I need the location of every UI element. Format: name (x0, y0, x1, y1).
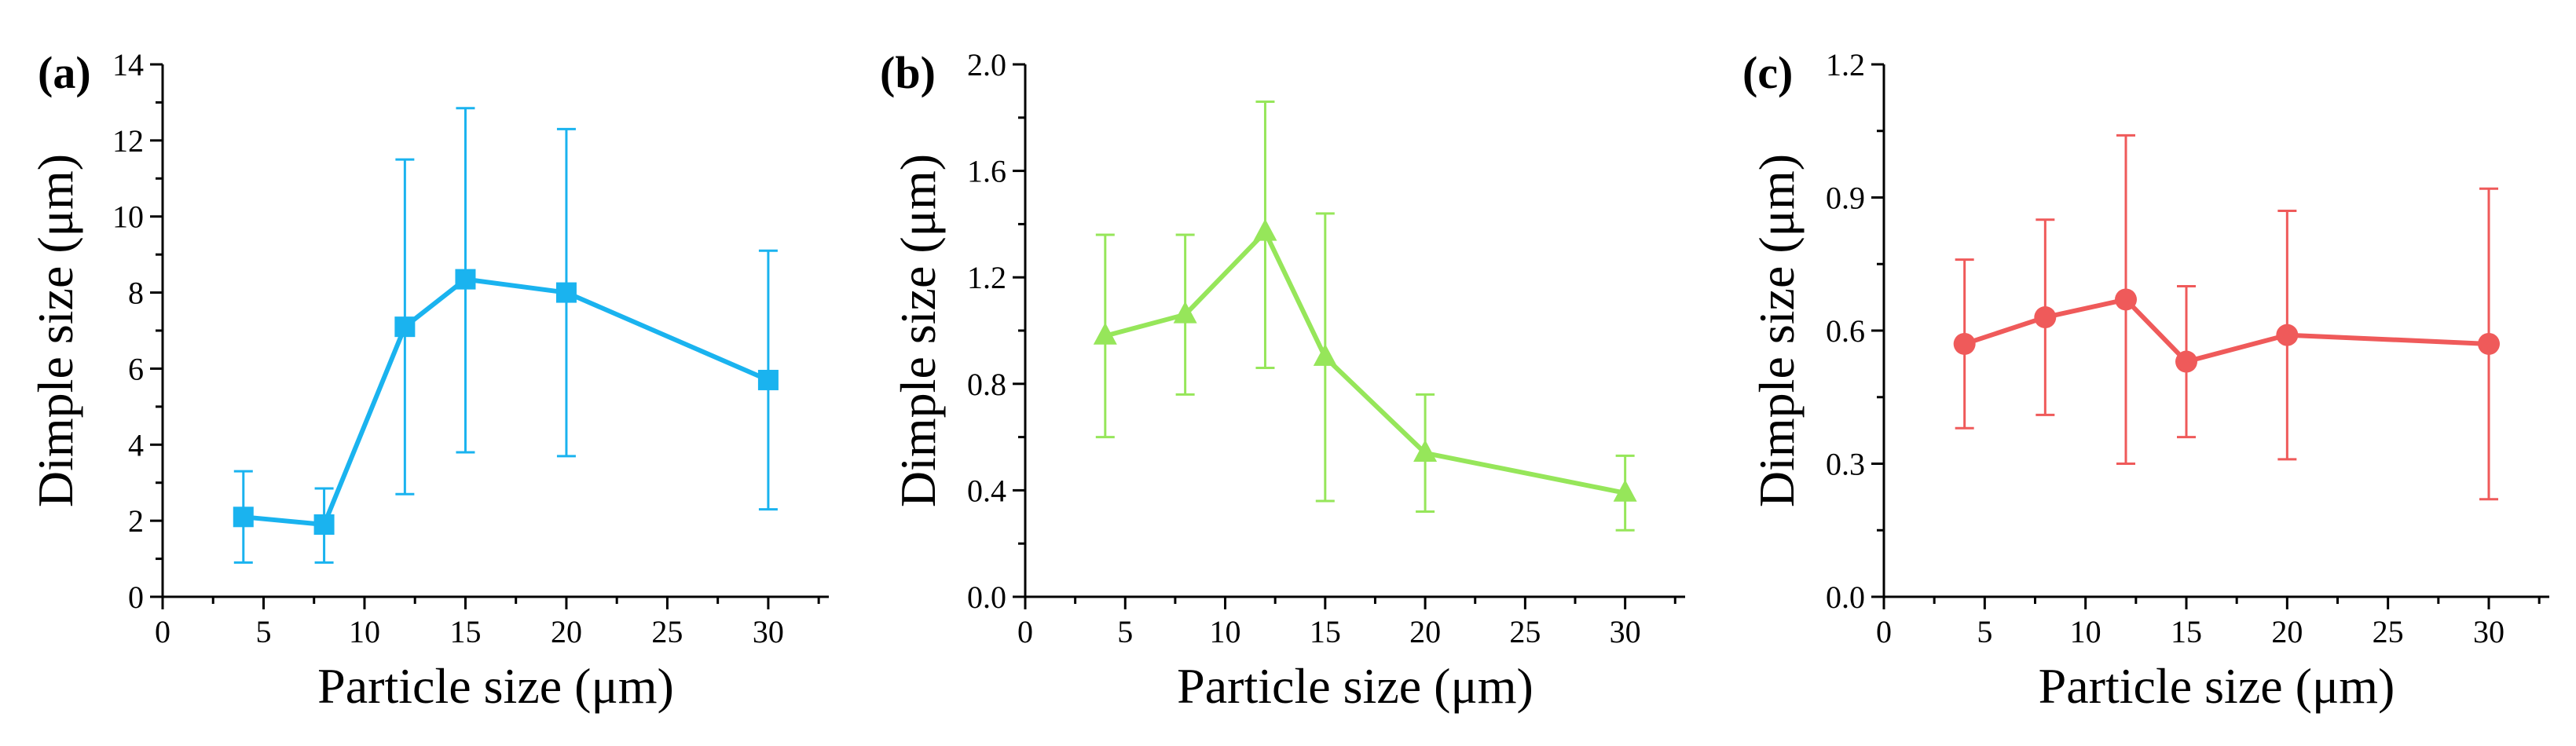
data-point-square (233, 506, 254, 528)
y-tick-label: 1.6 (967, 154, 1006, 189)
panel-label: (c) (1742, 47, 1793, 98)
x-axis-title: Particle size (μm) (1177, 658, 1534, 714)
x-tick-label: 5 (255, 614, 271, 649)
series-line (1963, 297, 2490, 364)
y-tick-label: 0.0 (1826, 580, 1865, 615)
x-tick-label: 15 (449, 614, 481, 649)
data-point-triangle (1413, 439, 1438, 462)
data-point-triangle (1093, 322, 1117, 345)
y-tick-label: 14 (112, 47, 144, 82)
data-point-square (455, 269, 476, 290)
x-tick-label: 5 (1117, 614, 1133, 649)
y-tick-label: 0.3 (1826, 447, 1865, 482)
data-point-square (313, 514, 335, 535)
x-tick-label: 30 (2473, 614, 2505, 649)
y-tick-label: 0.0 (967, 580, 1006, 615)
data-point-circle (2276, 324, 2299, 346)
x-tick-label: 20 (551, 614, 582, 649)
x-tick-label: 20 (2271, 614, 2303, 649)
y-axis-title: Dimple size (μm) (890, 154, 946, 507)
x-tick-label: 5 (1977, 614, 1992, 649)
x-tick-label: 15 (2171, 614, 2202, 649)
data-point-circle (1953, 332, 1976, 355)
y-tick-label: 8 (128, 276, 144, 311)
x-tick-label: 0 (1017, 614, 1033, 649)
panel-a: 0 5 10 15 20 25 30 0 2 4 6 8 10 12 14 Particle size (μm… (27, 47, 829, 714)
y-tick-label: 2.0 (967, 47, 1006, 82)
y-tick-label: 12 (112, 123, 144, 159)
x-tick-label: 0 (155, 614, 170, 649)
y-tick-label: 4 (128, 427, 144, 463)
data-point-circle (2478, 332, 2500, 355)
x-tick-label: 10 (2070, 614, 2101, 649)
y-tick-label: 0 (128, 580, 144, 615)
x-tick-label: 15 (1310, 614, 1341, 649)
data-point-triangle (1253, 218, 1277, 241)
data-point-square (394, 316, 416, 338)
x-axis-title: Particle size (μm) (317, 658, 674, 714)
y-tick-label: 10 (112, 199, 144, 235)
y-tick-label: 1.2 (967, 260, 1006, 295)
y-axis-title: Dimple size (μm) (1749, 154, 1805, 507)
x-tick-label: 30 (1610, 614, 1641, 649)
x-tick-label: 0 (1876, 614, 1892, 649)
panel-c: 0 5 10 15 20 25 30 0.0 0.3 0.6 0.9 1.2 Particle size… (1742, 47, 2549, 714)
series-line (1105, 229, 1626, 496)
x-tick-label: 10 (1210, 614, 1241, 649)
data-point-square (757, 369, 779, 390)
x-tick-label: 30 (753, 614, 784, 649)
x-tick-label: 20 (1409, 614, 1441, 649)
x-tick-label: 10 (349, 614, 380, 649)
data-point-circle (2034, 306, 2057, 329)
y-tick-label: 6 (128, 351, 144, 386)
y-tick-label: 1.2 (1826, 47, 1865, 82)
x-tick-label: 25 (1509, 614, 1541, 649)
panel-b: 0 5 10 15 20 25 30 0.0 0.4 0.8 1.2 1.6 2.0 Particle s… (880, 47, 1685, 714)
y-tick-label: 2 (128, 503, 144, 539)
y-tick-label: 0.6 (1826, 313, 1865, 349)
data-point-triangle (1173, 301, 1197, 324)
data-point-circle (2115, 288, 2137, 311)
x-tick-label: 25 (651, 614, 683, 649)
data-point-circle (2175, 350, 2197, 373)
panel-label: (a) (38, 47, 91, 98)
panel-label: (b) (880, 47, 936, 98)
data-point-square (555, 282, 577, 303)
y-tick-label: 0.9 (1826, 181, 1865, 216)
y-tick-label: 0.8 (967, 367, 1006, 402)
data-point-triangle (1613, 479, 1637, 502)
x-axis-title: Particle size (μm) (2039, 658, 2395, 714)
data-point-triangle (1313, 343, 1337, 366)
y-tick-label: 0.4 (967, 473, 1006, 508)
series-line (243, 276, 770, 527)
x-tick-label: 25 (2373, 614, 2404, 649)
y-axis-title: Dimple size (μm) (27, 154, 83, 507)
